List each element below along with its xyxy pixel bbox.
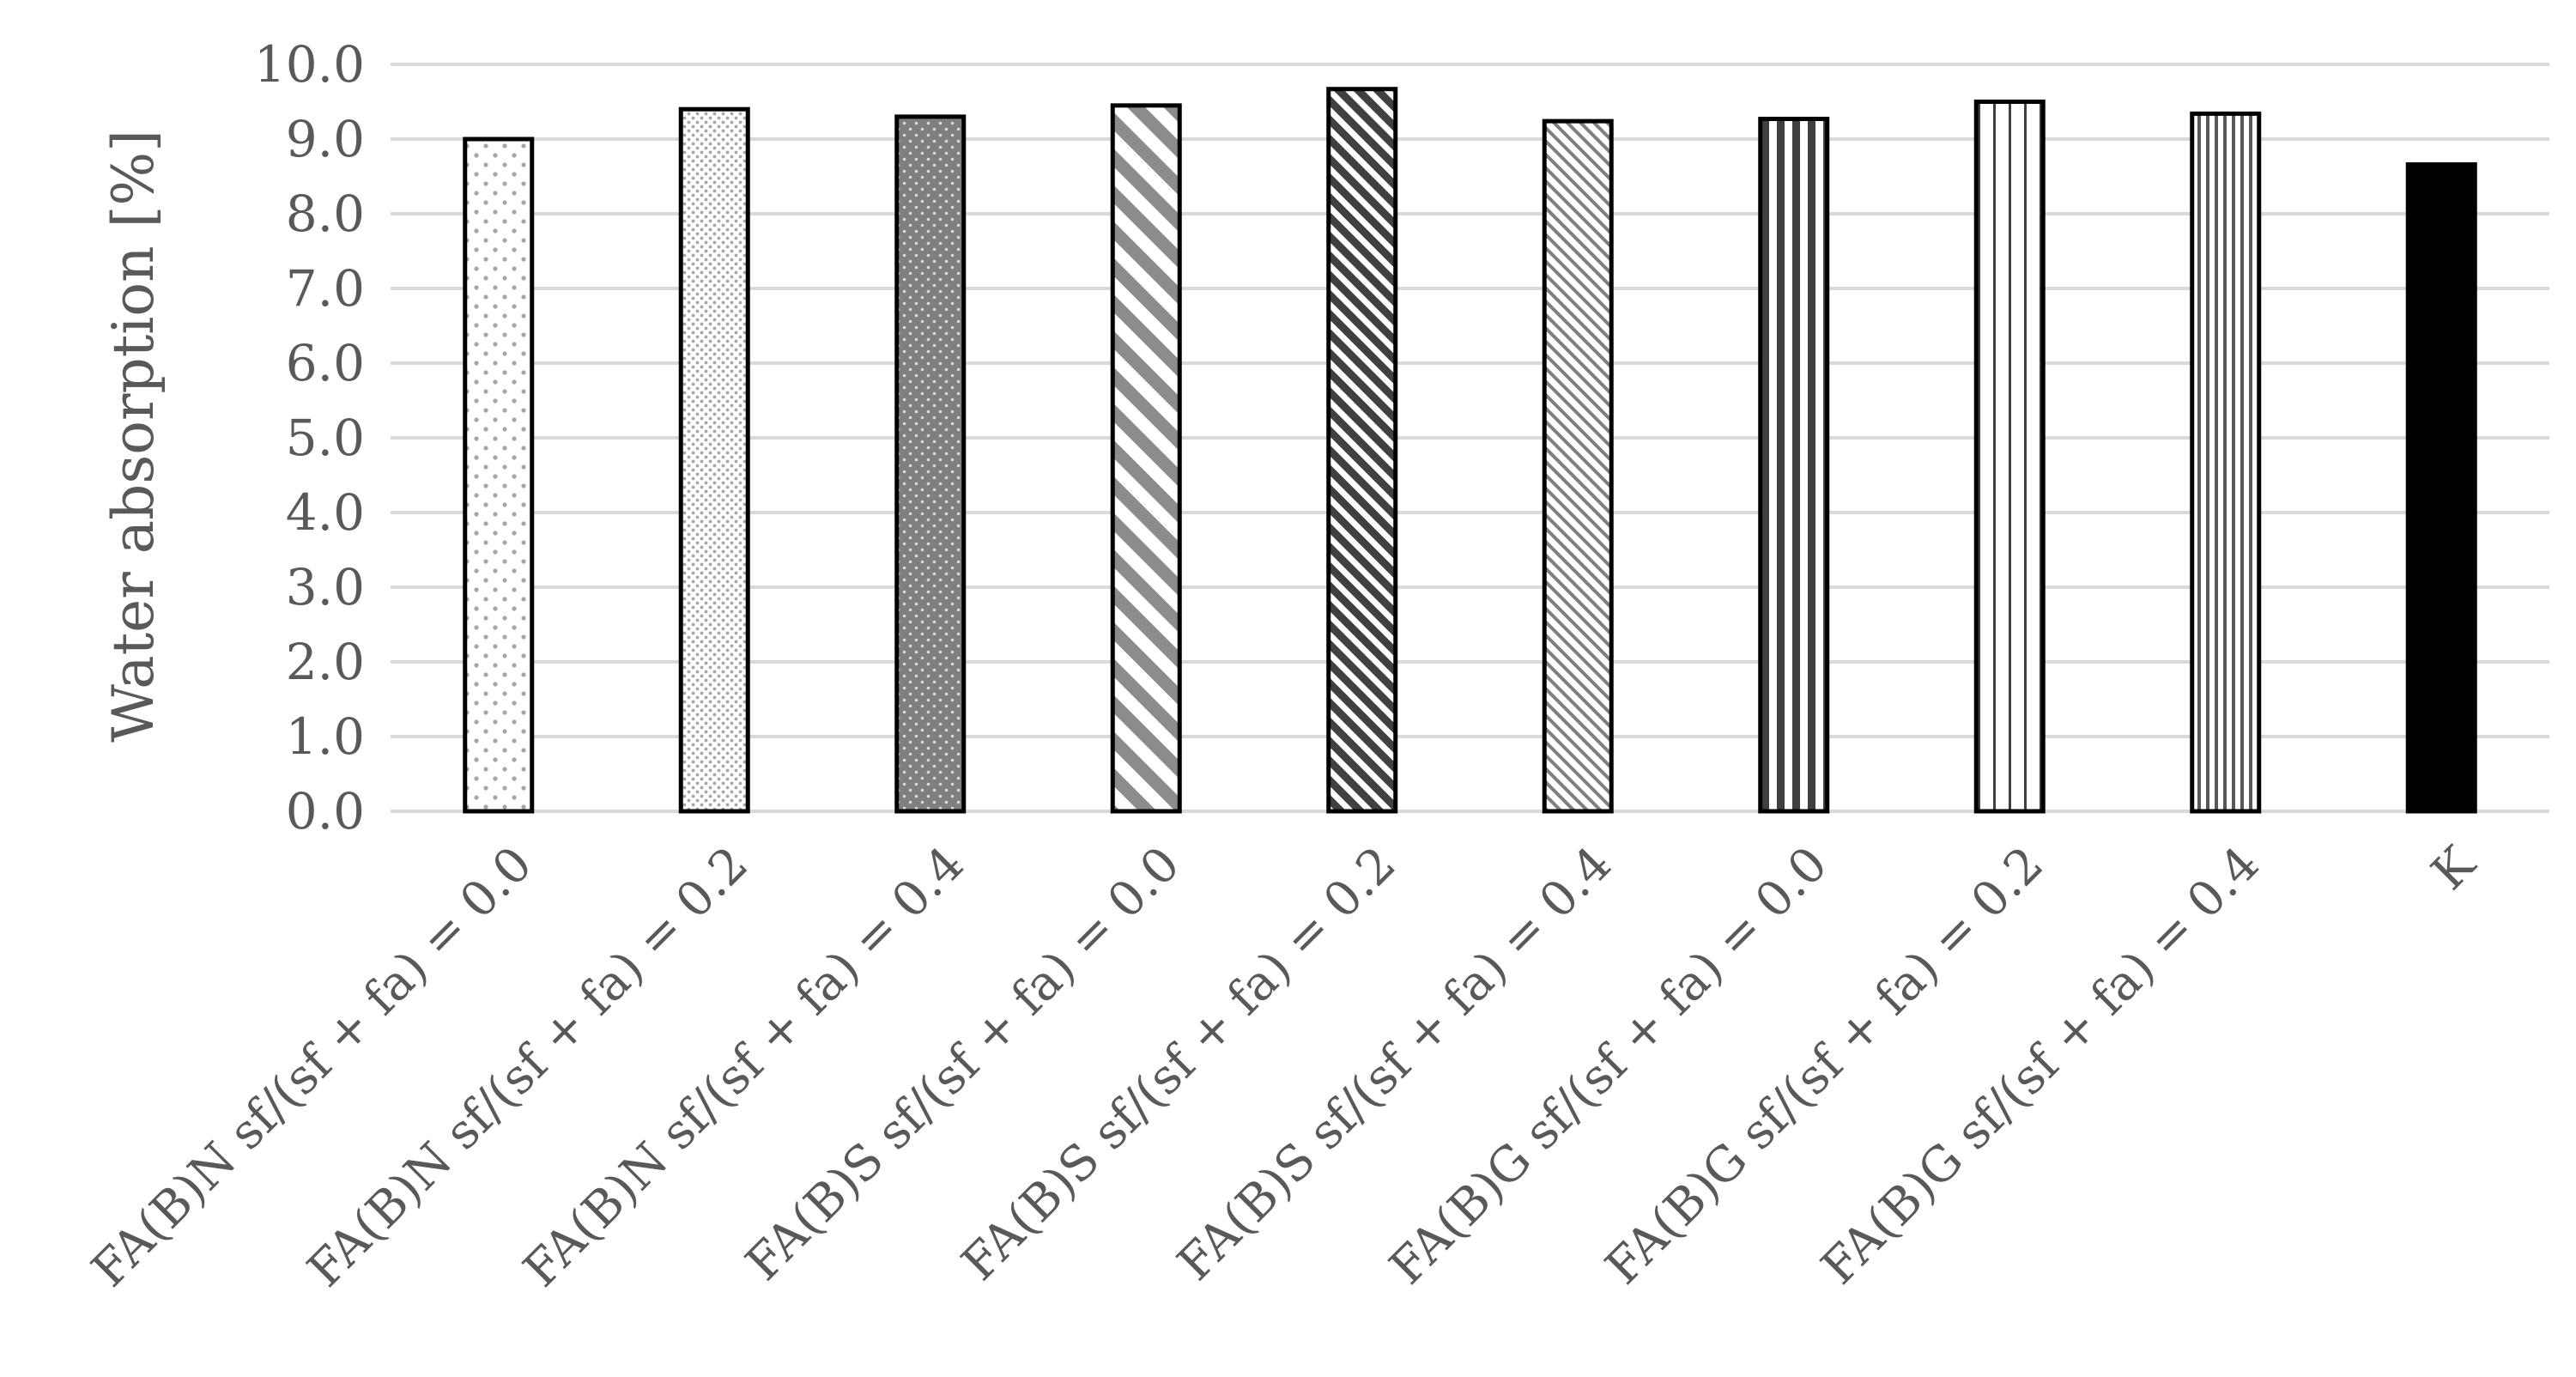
bars [463,87,2477,814]
bar-6 [1542,118,1614,814]
x-axis-labels: FA(B)N sf/(sf + fa) = 0.0FA(B)N sf/(sf +… [82,835,2487,1298]
y-tick-label: 6.0 [286,334,365,392]
bar-8 [1973,100,2046,814]
x-category-label: FA(B)G sf/(sf + fa) = 0.4 [1811,836,2270,1295]
bar-2 [678,106,750,814]
y-tick-label: 3.0 [286,558,365,616]
x-category-label: FA(B)N sf/(sf + fa) = 0.4 [513,836,975,1298]
x-category-label: FA(B)S sf/(sf + fa) = 0.4 [1167,836,1622,1291]
y-axis-title: Water absorption [%] [100,130,167,743]
y-tick-label: 8.0 [286,185,365,243]
x-category-label: FA(B)S sf/(sf + fa) = 0.0 [736,836,1191,1291]
bar-5 [1326,87,1398,814]
bar-9 [2190,111,2262,814]
y-tick-label: 1.0 [286,707,365,766]
y-tick-label: 5.0 [286,409,365,467]
gridlines [391,63,2549,813]
y-axis-ticks: 0.0 1.0 2.0 3.0 4.0 5.0 6.0 7.0 8.0 9.0 10.0 [254,35,365,840]
bar-4 [1110,103,1182,814]
bar-10 [2405,162,2477,814]
y-tick-label: 7.0 [286,259,365,318]
bar-1 [463,136,535,814]
y-tick-label: 9.0 [286,110,365,168]
x-category-label: FA(B)S sf/(sf + fa) = 0.2 [951,836,1406,1291]
y-tick-label: 2.0 [286,633,365,691]
y-tick-label: 0.0 [286,782,365,840]
x-category-label: K [2421,835,2487,901]
x-category-label: FA(B)G sf/(sf + fa) = 0.2 [1595,836,2054,1295]
bar-7 [1758,117,1830,814]
y-tick-label: 4.0 [286,483,365,542]
x-category-label: FA(B)G sf/(sf + fa) = 0.0 [1379,836,1839,1295]
x-category-label: FA(B)N sf/(sf + fa) = 0.2 [297,836,759,1298]
x-category-label: FA(B)N sf/(sf + fa) = 0.0 [82,836,543,1298]
y-tick-label: 10.0 [254,35,365,94]
bar-3 [894,114,967,814]
